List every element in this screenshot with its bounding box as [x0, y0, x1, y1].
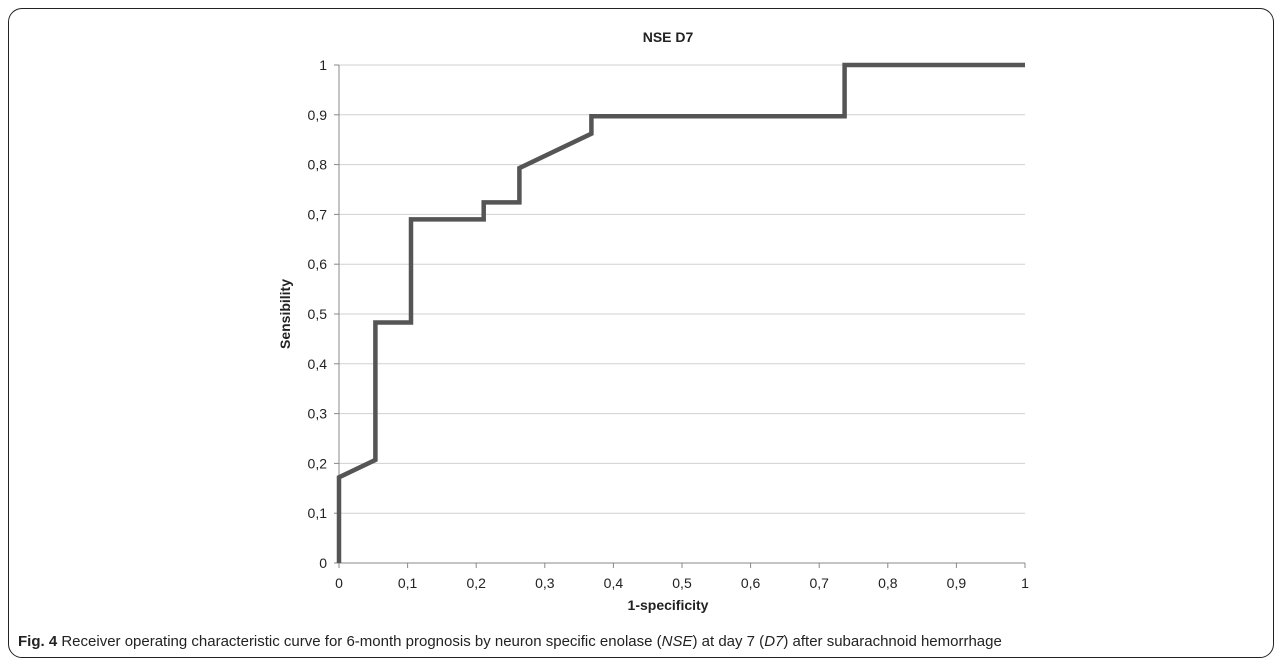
x-tick-label: 0,8: [878, 575, 898, 591]
caption-label: Fig. 4: [18, 633, 58, 650]
figure-frame: [8, 8, 1274, 658]
y-tick-label: 0,1: [308, 505, 328, 521]
y-tick-label: 0,2: [308, 455, 328, 471]
gridlines: [339, 64, 1025, 514]
x-tick-labels: 0 0,1 0,2 0,3 0,4 0,5 0,6 0,7 0,8 0,9 1: [335, 575, 1029, 591]
caption-text-1: Receiver operating characteristic curve …: [57, 633, 662, 650]
figure-caption: Fig. 4 Receiver operating characteristic…: [18, 633, 1278, 650]
x-tick-label: 0,6: [741, 575, 761, 591]
axes: [334, 64, 1026, 568]
y-tick-label: 0,9: [308, 107, 328, 123]
caption-abbr-nse: NSE: [661, 633, 693, 650]
roc-curve-line: [336, 62, 1025, 563]
y-tick-label: 0: [319, 555, 327, 571]
x-tick-label: 0,1: [398, 575, 418, 591]
x-tick-label: 0,4: [604, 575, 624, 591]
y-tick-label: 1: [319, 57, 327, 73]
y-tick-label: 0,7: [308, 206, 328, 222]
y-tick-labels: 0 0,1 0,2 0,3 0,4 0,5 0,6 0,7 0,8 0,9 1: [308, 57, 328, 571]
chart-title: NSE D7: [643, 29, 694, 45]
caption-text-3: ) after subarachnoid hemorrhage: [783, 633, 1002, 650]
series-group: [336, 62, 1025, 563]
x-tick-label: 0,3: [535, 575, 555, 591]
caption-text-2: ) at day 7 (: [692, 633, 765, 650]
x-axis-title: 1-specificity: [628, 597, 709, 613]
caption-abbr-d7: D7: [764, 633, 784, 650]
x-tick-label: 0,5: [672, 575, 692, 591]
y-tick-label: 0,5: [308, 306, 328, 322]
y-tick-label: 0,8: [308, 157, 328, 173]
y-tick-label: 0,3: [308, 406, 328, 422]
x-tick-label: 0: [335, 575, 343, 591]
y-axis-title: Sensibility: [277, 279, 293, 349]
x-tick-label: 0,9: [947, 575, 967, 591]
y-tick-label: 0,6: [308, 256, 328, 272]
y-tick-label: 0,4: [308, 356, 328, 372]
x-tick-label: 1: [1021, 575, 1029, 591]
x-tick-label: 0,2: [466, 575, 486, 591]
x-tick-label: 0,7: [809, 575, 829, 591]
